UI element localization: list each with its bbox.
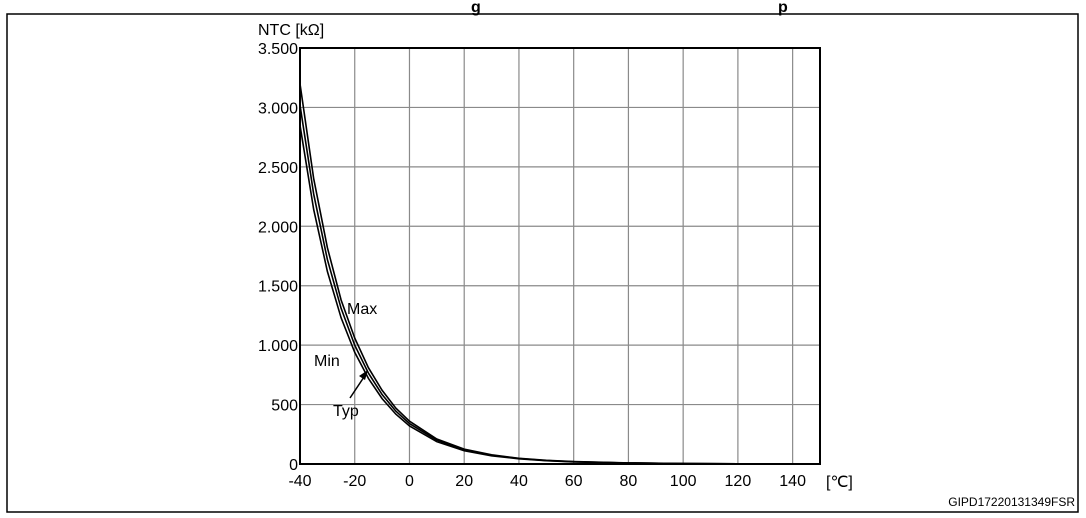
- x-tick-label: -20: [343, 473, 366, 490]
- series-label-max: Max: [347, 301, 377, 318]
- x-tick-label: 120: [725, 473, 752, 490]
- x-tick-label: 140: [779, 473, 806, 490]
- x-tick-labels: -40 -20 0 20 40 60 80 100 120 140: [288, 473, 806, 490]
- x-tick-label: 20: [455, 473, 473, 490]
- y-tick-label: 1.000: [258, 338, 298, 355]
- y-tick-label: 500: [271, 398, 298, 415]
- chart-title-fragment-left: g: [471, 0, 481, 16]
- x-tick-label: -40: [288, 473, 311, 490]
- x-tick-label: 40: [510, 473, 528, 490]
- x-tick-label: 60: [565, 473, 583, 490]
- x-tick-label: 0: [405, 473, 414, 490]
- y-axis-title: NTC [kΩ]: [258, 22, 324, 39]
- y-tick-labels: 0 500 1.000 1.500 2.000 2.500 3.000 3.500: [258, 41, 298, 474]
- plot-area: [299, 47, 821, 465]
- y-tick-label: 0: [289, 457, 298, 474]
- y-tick-label: 3.500: [258, 41, 298, 58]
- y-tick-label: 2.500: [258, 160, 298, 177]
- x-tick-label: 80: [620, 473, 638, 490]
- y-tick-label: 2.000: [258, 219, 298, 236]
- chart-frame: [6, 13, 1079, 513]
- typ-arrow-head: [359, 370, 368, 380]
- x-tick-label: 100: [670, 473, 697, 490]
- series-label-typ: Typ: [333, 403, 359, 420]
- chart-title-fragment-right: p: [778, 0, 788, 16]
- x-axis-unit-label: [℃]: [826, 474, 853, 491]
- y-tick-label: 1.500: [258, 279, 298, 296]
- document-code: GIPD17220131349FSR: [948, 495, 1075, 509]
- series-label-min: Min: [314, 353, 340, 370]
- y-tick-label: 3.000: [258, 100, 298, 117]
